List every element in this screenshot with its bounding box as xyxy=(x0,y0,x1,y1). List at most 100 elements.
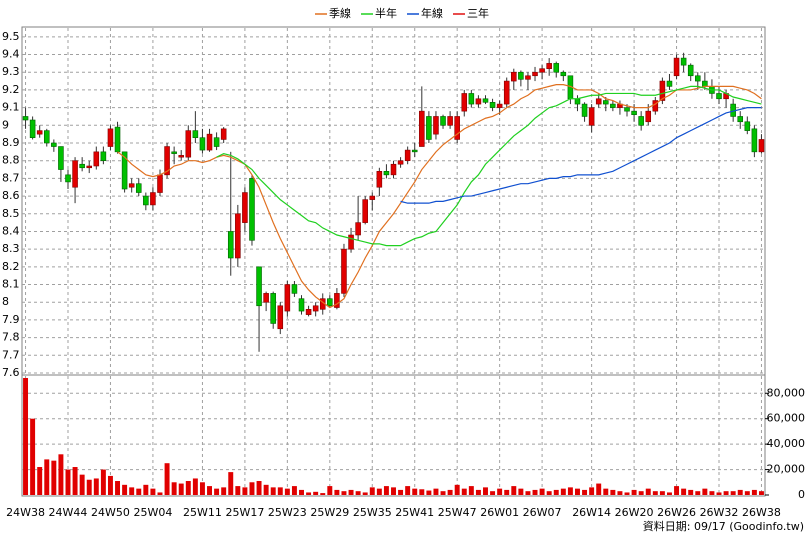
volume-bar xyxy=(185,481,191,495)
candle-body xyxy=(588,107,595,126)
candle-body xyxy=(114,126,121,153)
volume-bar xyxy=(419,489,425,495)
candle-body xyxy=(496,103,503,108)
volume-bar xyxy=(610,489,616,495)
x-tick-label: 25W41 xyxy=(395,506,434,519)
candle-body xyxy=(58,146,64,170)
candle-body xyxy=(645,110,652,123)
y-tick-label: 8.8 xyxy=(2,154,20,167)
candle-body xyxy=(242,192,248,223)
candle-body xyxy=(716,93,722,100)
volume-bar xyxy=(475,489,481,495)
candle-body xyxy=(511,71,517,82)
volume-bar xyxy=(758,491,764,495)
candle-body xyxy=(426,116,432,140)
y-tick-label: 7.8 xyxy=(2,331,20,344)
volume-bar xyxy=(355,491,361,495)
volume-bar xyxy=(171,482,177,495)
candle-body xyxy=(489,102,496,108)
volume-bar xyxy=(624,492,630,495)
volume-bar xyxy=(348,489,354,495)
volume-bar xyxy=(192,478,198,495)
x-tick-label: 25W29 xyxy=(310,506,349,519)
candle-body xyxy=(525,75,531,80)
y2-tick-label: 20,000 xyxy=(767,463,806,476)
candle-body xyxy=(638,116,644,126)
volume-bar xyxy=(447,489,453,495)
volume-bar xyxy=(716,492,722,495)
candle-body xyxy=(270,293,276,324)
volume-bar xyxy=(440,491,446,495)
volume-bar xyxy=(575,488,580,495)
candle-body xyxy=(121,151,128,190)
candle-body xyxy=(744,121,751,131)
volume-bar xyxy=(150,488,156,495)
candle-body xyxy=(610,103,616,108)
candle-body xyxy=(128,183,135,188)
volume-bar xyxy=(560,488,566,495)
candle-body xyxy=(235,213,241,259)
x-tick-label: 24W50 xyxy=(91,506,130,519)
volume-bar xyxy=(723,491,729,495)
volume-bar xyxy=(214,488,220,495)
candle-body xyxy=(532,71,538,77)
y-tick-label: 8 xyxy=(2,295,9,308)
candle-body xyxy=(518,71,524,80)
x-tick-label: 26W07 xyxy=(523,506,562,519)
y-tick-label: 8.5 xyxy=(2,207,20,220)
candle-body xyxy=(93,151,100,167)
legend-label: 三年 xyxy=(467,6,489,20)
volume-bar xyxy=(497,488,503,495)
candle-body xyxy=(454,116,460,140)
x-tick-label: 26W14 xyxy=(572,506,611,519)
candle-body xyxy=(327,298,333,307)
candle-body xyxy=(751,128,758,153)
candle-body xyxy=(256,266,262,307)
volume-bar xyxy=(136,488,142,495)
candle-body xyxy=(376,171,383,188)
volume-bar xyxy=(553,489,559,495)
volume-bar xyxy=(44,459,50,495)
volume-bar xyxy=(58,454,64,495)
candle-body xyxy=(702,80,708,87)
candle-body xyxy=(220,128,227,140)
candle-body xyxy=(348,234,354,250)
volume-bar xyxy=(341,491,347,495)
y-tick-label: 7.7 xyxy=(2,348,20,361)
candle-body xyxy=(249,178,255,241)
y-tick-label: 8.3 xyxy=(2,242,20,255)
volume-bar xyxy=(129,487,135,495)
volume-bar xyxy=(235,486,241,495)
x-tick-label: 25W11 xyxy=(183,506,222,519)
candle-body xyxy=(383,171,390,176)
volume-bar xyxy=(525,491,531,495)
candle-body xyxy=(65,174,71,183)
candle-body xyxy=(362,199,368,223)
volume-bar xyxy=(228,472,234,495)
volume-bar xyxy=(369,487,375,495)
legend-label: 季線 xyxy=(329,6,351,20)
volume-bar xyxy=(468,486,474,495)
candle-body xyxy=(135,183,142,193)
candle-body xyxy=(666,80,673,87)
volume-bar xyxy=(532,489,538,495)
candle-body xyxy=(157,174,163,193)
candle-body xyxy=(171,151,177,154)
volume-bar xyxy=(51,460,57,495)
candle-body xyxy=(581,103,588,117)
candle-body xyxy=(36,130,43,135)
volume-bar xyxy=(645,488,651,495)
y-tick-label: 9.2 xyxy=(2,83,20,96)
candle-body xyxy=(213,137,220,147)
y-tick-label: 9.3 xyxy=(2,65,20,78)
volume-bar xyxy=(546,491,552,495)
volume-bar xyxy=(483,487,488,495)
candle-body xyxy=(291,284,298,294)
volume-bar xyxy=(412,488,418,495)
x-tick-label: 25W17 xyxy=(225,506,264,519)
y2-tick-label: 60,000 xyxy=(767,412,806,425)
volume-bar xyxy=(242,487,248,495)
volume-bar xyxy=(398,489,404,495)
candle-body xyxy=(539,68,545,73)
volume-bar xyxy=(490,491,496,495)
